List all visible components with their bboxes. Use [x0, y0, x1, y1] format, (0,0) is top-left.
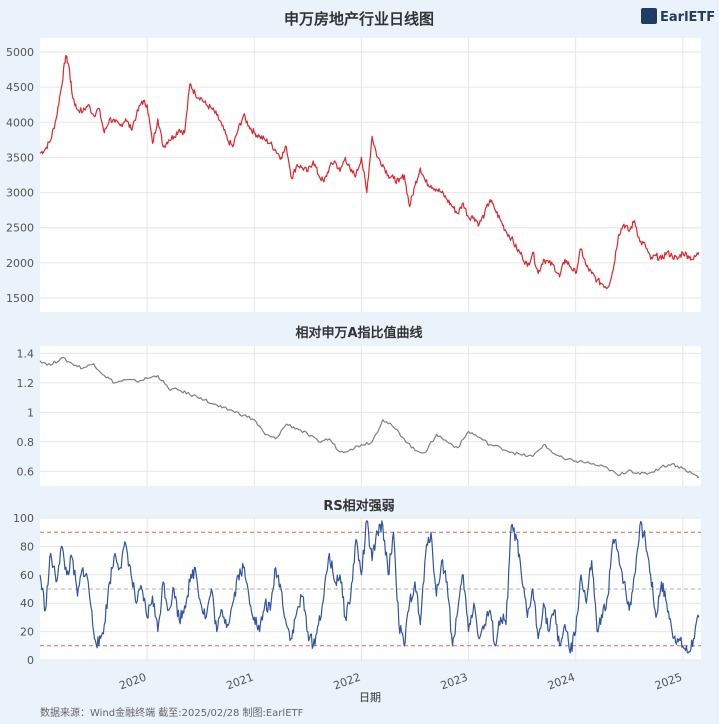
y-tick-label: 80 [20, 540, 34, 553]
earletf-logo-icon [641, 8, 657, 24]
series-line [39, 356, 700, 479]
chart-title-rs: RS相对强弱 [323, 498, 394, 514]
x-tick-label: 2023 [439, 671, 470, 693]
y-tick-label: 3000 [6, 187, 34, 200]
x-ticks: 2020 2021 2022 2023 2024 2025 [117, 671, 683, 693]
y-tick-label: 1500 [6, 292, 34, 305]
x-tick-label: 2021 [225, 671, 256, 693]
series-price [39, 55, 700, 290]
y-tick-label: 4000 [6, 116, 34, 129]
x-tick-label: 2020 [117, 671, 148, 693]
y-tick-label: 100 [13, 512, 34, 525]
logo: EarlETF [641, 8, 715, 25]
y-tick-label: 60 [20, 569, 34, 582]
y-tick-label: 2500 [6, 222, 34, 235]
source-note: 数据来源：Wind金融终端 截至:2025/02/28 制图:EarlETF [40, 706, 304, 719]
series-line [39, 55, 700, 290]
series-rs [39, 520, 700, 654]
series-line [39, 520, 700, 654]
chart-title-ratio: 相对申万A指比值曲线 [295, 325, 422, 341]
y-tick-label: 4500 [6, 81, 34, 94]
y-tick-label: 0 [27, 654, 34, 667]
plot-area-ratio [40, 346, 701, 486]
y-tick-label: 1.2 [17, 377, 35, 390]
y-tick-label: 1 [27, 406, 34, 419]
y-tick-label: 1.4 [17, 347, 35, 360]
y-tick-label: 40 [20, 597, 34, 610]
y-tick-label: 0.6 [17, 465, 35, 478]
y-tick-label: 0.8 [17, 436, 35, 449]
grid-ratio [40, 346, 701, 486]
plot-area-price [40, 38, 701, 312]
x-tick-label: 2024 [546, 671, 577, 693]
y-ticks-rs: 0 20 40 60 80 100 [13, 512, 34, 667]
y-tick-label: 2000 [6, 257, 34, 270]
y-ticks-price: 1500 2000 2500 3000 3500 4000 4500 5000 [6, 46, 34, 305]
x-axis-label: 日期 [359, 691, 381, 704]
y-tick-label: 3500 [6, 151, 34, 164]
chart-title-price: 申万房地产行业日线图 [284, 10, 434, 28]
x-tick-label: 2022 [332, 671, 363, 693]
grid-rs [40, 517, 701, 661]
y-tick-label: 20 [20, 626, 34, 639]
y-ticks-ratio: 0.6 0.8 1 1.2 1.4 [17, 347, 35, 478]
reference-lines-rs [40, 531, 701, 647]
y-tick-label: 5000 [6, 46, 34, 59]
logo-text: EarlETF [660, 10, 715, 25]
series-ratio [39, 356, 700, 479]
x-tick-label: 2025 [653, 671, 684, 693]
